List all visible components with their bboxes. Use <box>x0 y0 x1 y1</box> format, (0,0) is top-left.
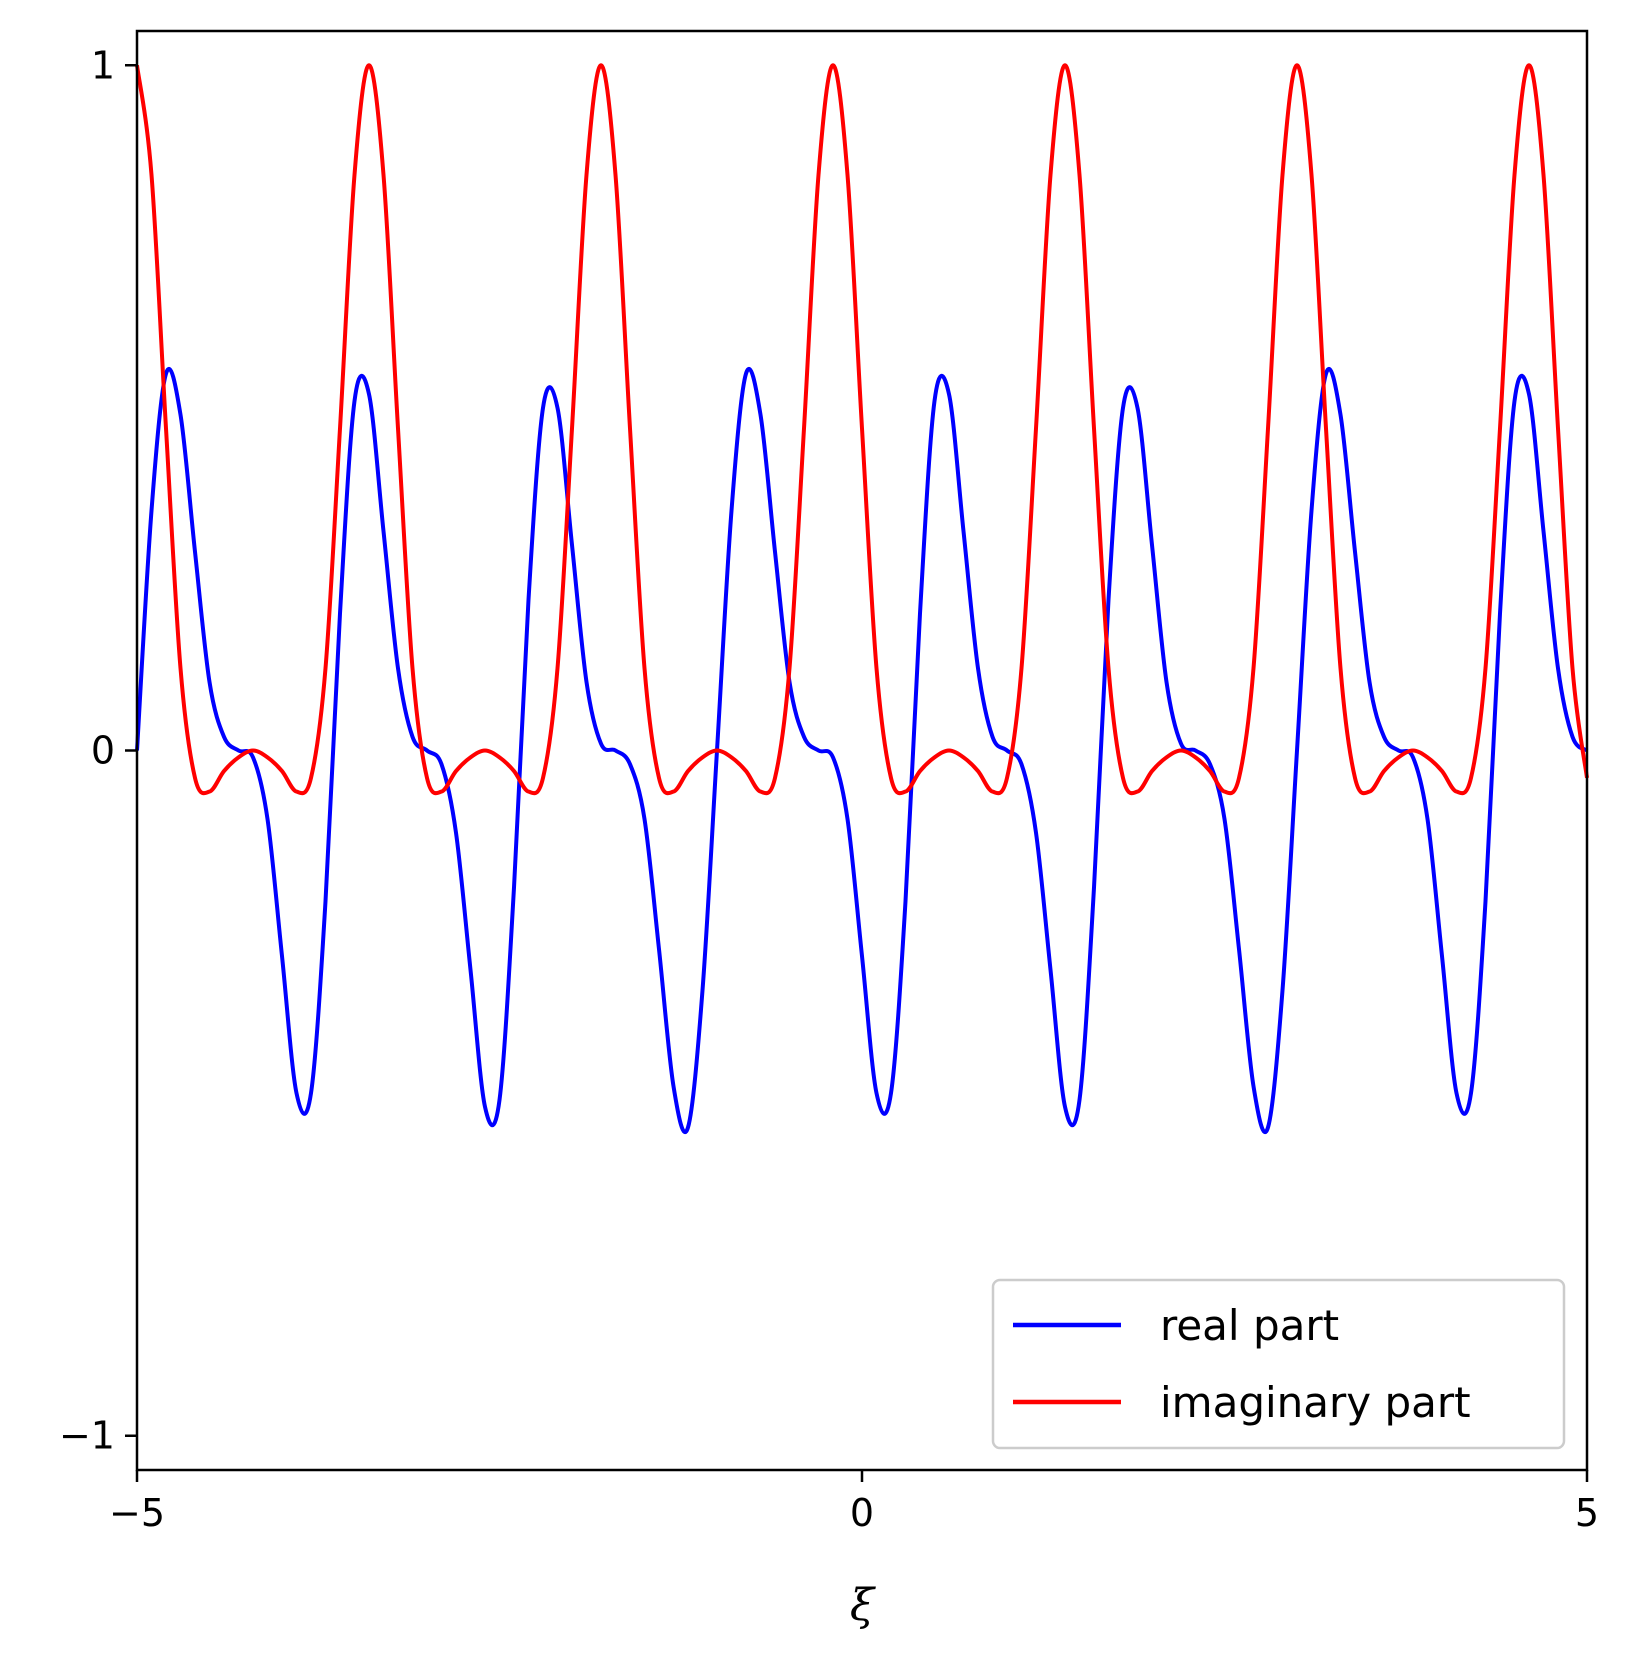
legend-label: imaginary part <box>1160 1378 1471 1427</box>
series-line-imaginary-part <box>135 63 1589 796</box>
x-tick-label: −5 <box>109 1491 165 1535</box>
legend: real part imaginary part <box>991 1278 1566 1450</box>
series-layer <box>135 63 1589 1135</box>
legend-label: real part <box>1160 1301 1339 1350</box>
x-axis-label: ξ <box>850 1580 877 1631</box>
x-tick-label: 5 <box>1575 1491 1599 1535</box>
y-tick-label: 0 <box>91 729 115 773</box>
series-line-real-part <box>135 366 1589 1135</box>
y-tick-label: 1 <box>91 43 115 87</box>
x-tick-label: 0 <box>850 1491 874 1535</box>
y-tick-label: −1 <box>59 1414 115 1458</box>
legend-box <box>991 1278 1566 1450</box>
y-axis-ticks: −1 0 1 <box>59 43 137 1458</box>
plot-frame <box>135 29 1589 1472</box>
x-axis-ticks: −5 0 5 <box>109 1470 1599 1535</box>
